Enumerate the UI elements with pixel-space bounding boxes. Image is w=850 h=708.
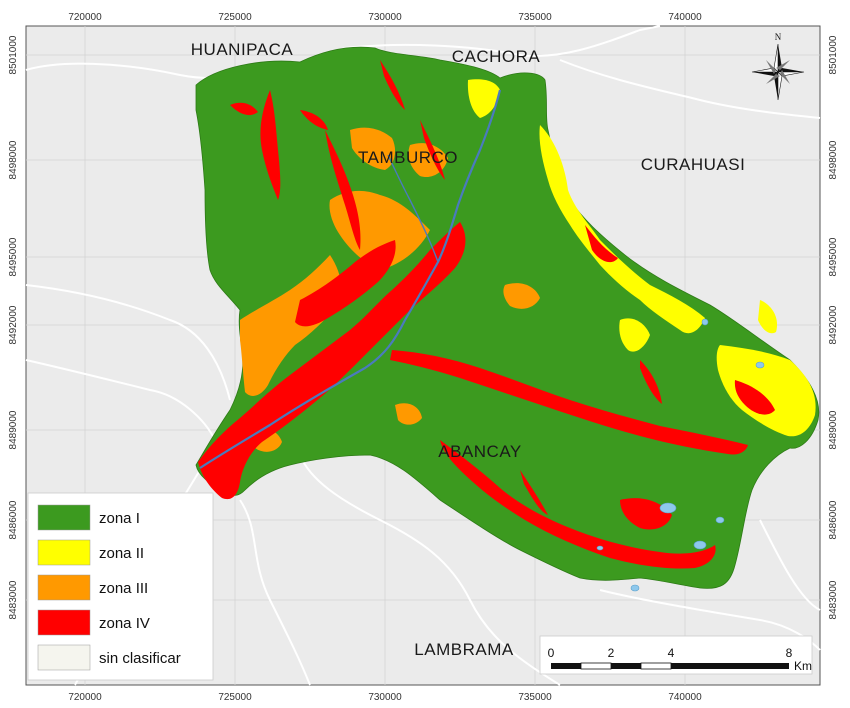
x-tick-top: 730000 — [368, 12, 402, 23]
legend-label: zona IV — [99, 615, 150, 632]
zone-4-areas — [198, 60, 775, 569]
place-label-tamburco: TAMBURCO — [358, 148, 458, 167]
x-tick-bottom: 735000 — [518, 692, 552, 703]
x-tick-top: 735000 — [518, 12, 552, 23]
x-axis-bottom: 720000 725000 730000 735000 740000 — [68, 692, 702, 703]
place-label-curahuasi: CURAHUASI — [641, 155, 746, 174]
scale-unit: Km — [794, 659, 812, 673]
scale-segment — [551, 663, 581, 669]
legend-label: sin clasificar — [99, 650, 181, 667]
scale-bar: 0 2 4 8 Km — [539, 635, 813, 675]
legend-label: zona I — [99, 510, 140, 527]
y-tick-right: 8498000 — [828, 140, 839, 179]
scale-label: 0 — [548, 646, 555, 660]
y-tick-right: 8492000 — [828, 305, 839, 344]
place-label-cachora: CACHORA — [452, 47, 541, 66]
y-tick-left: 8498000 — [8, 140, 19, 179]
scale-label: 8 — [786, 646, 793, 660]
zone-1-area — [195, 46, 820, 589]
x-axis-top: 720000 725000 730000 735000 740000 — [68, 12, 702, 23]
x-tick-bottom: 725000 — [218, 692, 252, 703]
legend-swatch-zona-3 — [37, 574, 91, 601]
y-tick-right: 8501000 — [828, 35, 839, 74]
x-tick-bottom: 720000 — [68, 692, 102, 703]
y-tick-left: 8486000 — [8, 500, 19, 539]
y-axis-left: 8501000 8498000 8495000 8492000 8489000 … — [8, 35, 19, 619]
river — [199, 89, 502, 469]
place-label-lambrama: LAMBRAMA — [414, 640, 514, 659]
river-tributary — [387, 154, 439, 263]
x-tick-top: 720000 — [68, 12, 102, 23]
scale-segment — [611, 663, 641, 669]
place-label-huanipaca: HUANIPACA — [191, 40, 294, 59]
x-tick-top: 740000 — [668, 12, 702, 23]
y-tick-left: 8483000 — [8, 580, 19, 619]
y-tick-left: 8492000 — [8, 305, 19, 344]
compass-rose-icon — [751, 43, 805, 101]
y-tick-right: 8486000 — [828, 500, 839, 539]
legend-swatch-zona-4 — [37, 609, 91, 636]
legend-swatch-zona-2 — [37, 539, 91, 566]
y-tick-left: 8495000 — [8, 237, 19, 276]
scale-label: 4 — [668, 646, 675, 660]
x-tick-bottom: 730000 — [368, 692, 402, 703]
y-axis-right: 8501000 8498000 8495000 8492000 8489000 … — [828, 35, 839, 619]
legend-label: zona III — [99, 580, 148, 597]
zone-2-areas — [467, 79, 816, 437]
scale-segment — [580, 662, 612, 670]
legend-swatch-sin-clasificar — [37, 644, 91, 671]
legend-label: zona II — [99, 545, 144, 562]
legend: zona I zona II zona III zona IV sin clas… — [27, 492, 214, 681]
y-tick-right: 8489000 — [828, 410, 839, 449]
y-tick-left: 8501000 — [8, 35, 19, 74]
x-tick-top: 725000 — [218, 12, 252, 23]
y-tick-right: 8483000 — [828, 580, 839, 619]
y-tick-right: 8495000 — [828, 237, 839, 276]
scale-segment — [640, 662, 672, 670]
scale-segment — [671, 663, 789, 669]
north-label: N — [775, 32, 782, 42]
legend-swatch-zona-1 — [37, 504, 91, 531]
lakes — [596, 318, 765, 592]
y-tick-left: 8489000 — [8, 410, 19, 449]
place-label-abancay: ABANCAY — [438, 442, 522, 461]
scale-label: 2 — [608, 646, 615, 660]
x-tick-bottom: 740000 — [668, 692, 702, 703]
